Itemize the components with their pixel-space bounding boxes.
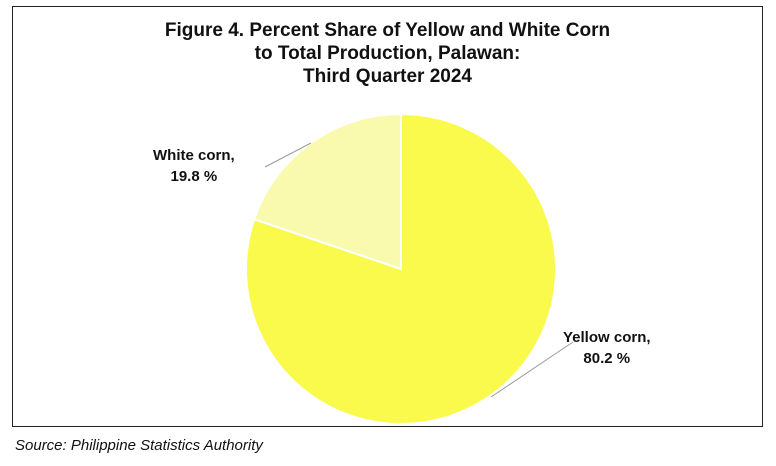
data-label-yellow-corn-name: Yellow corn, <box>563 329 651 346</box>
leader-line-yellow-corn <box>490 341 574 398</box>
chart-title: Figure 4. Percent Share of Yellow and Wh… <box>13 19 762 88</box>
pie-chart <box>245 112 574 425</box>
chart-title-line-2: to Total Production, Palawan: <box>254 43 521 64</box>
pie-slice-yellow-corn <box>245 112 557 425</box>
data-label-yellow-corn: Yellow corn, 80.2 % <box>563 327 651 369</box>
data-label-white-corn-value: 19.8 % <box>170 168 218 185</box>
source-note: Source: Philippine Statistics Authority <box>15 437 263 454</box>
data-label-white-corn: White corn, 19.8 % <box>153 145 235 187</box>
leader-line-white-corn <box>264 142 312 168</box>
chart-frame: Figure 4. Percent Share of Yellow and Wh… <box>12 6 763 427</box>
chart-title-line-3: Third Quarter 2024 <box>303 66 472 87</box>
data-label-yellow-corn-value: 80.2 % <box>583 350 631 367</box>
chart-title-line-1: Figure 4. Percent Share of Yellow and Wh… <box>164 20 611 41</box>
data-label-white-corn-name: White corn, <box>153 147 235 164</box>
